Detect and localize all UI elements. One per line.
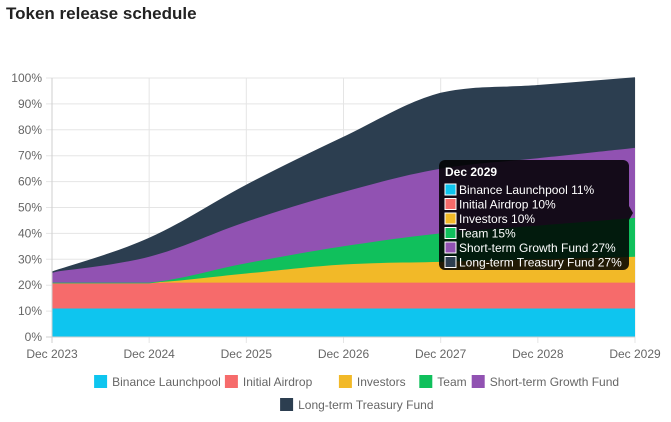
y-tick-label: 60%: [18, 175, 42, 189]
legend-item-binance-launchpool[interactable]: Binance Launchpool: [94, 375, 221, 389]
x-tick-label: Dec 2025: [221, 347, 273, 361]
tooltip-item: Binance Launchpool 11%: [459, 183, 595, 197]
tooltip-item: Team 15%: [459, 227, 516, 241]
legend-swatch: [419, 375, 433, 388]
tooltip-swatch: [444, 183, 457, 196]
tooltip-swatch: [444, 198, 457, 210]
legend-swatch: [94, 375, 108, 388]
tooltip-background: [439, 160, 629, 270]
chart-title: Token release schedule: [6, 4, 197, 23]
legend-label: Short-term Growth Fund: [490, 375, 619, 389]
legend-label: Long-term Treasury Fund: [298, 398, 433, 412]
legend-item-short-term-growth-fund[interactable]: Short-term Growth Fund: [471, 375, 619, 389]
tooltip-swatch: [444, 256, 457, 268]
legend: Binance Launchpool Initial Airdrop Investo…: [94, 375, 619, 412]
x-tick-label: Dec 2024: [123, 347, 175, 361]
tooltip-swatch: [444, 241, 457, 254]
tooltip-title: Dec 2029: [445, 165, 497, 179]
legend-label: Team: [437, 375, 466, 389]
x-tick-label: Dec 2027: [415, 347, 467, 361]
y-tick-label: 30%: [18, 252, 42, 266]
x-tick-label: Dec 2028: [512, 347, 564, 361]
tooltip-item: Investors 10%: [459, 212, 535, 226]
y-tick-label: 10%: [18, 304, 42, 318]
tooltip-item: Initial Airdrop 10%: [459, 198, 556, 212]
legend-item-investors[interactable]: Investors: [338, 375, 406, 389]
legend-label: Investors: [357, 375, 406, 389]
y-tick-label: 90%: [18, 97, 42, 111]
y-tick-label: 70%: [18, 149, 42, 163]
legend-swatch: [224, 375, 238, 388]
y-tick-label: 40%: [18, 226, 42, 240]
legend-label: Initial Airdrop: [243, 375, 313, 389]
legend-item-team[interactable]: Team: [419, 375, 467, 389]
tooltip-swatch: [444, 212, 457, 225]
tooltip-item: Long-term Treasury Fund 27%: [459, 256, 622, 270]
line-long-term-treasury-fund: [51, 77, 636, 273]
y-tick-label: 80%: [18, 123, 42, 137]
y-tick-label: 20%: [18, 278, 42, 292]
y-tick-label: 0%: [25, 330, 43, 344]
area-initial-airdrop: [52, 282, 635, 309]
area-long-term-treasury-fund: [52, 78, 635, 273]
legend-item-long-term-treasury-fund[interactable]: Long-term Treasury Fund: [280, 398, 434, 412]
tooltip: Dec 2029 Binance Launchpool 11%Initial Ai…: [439, 160, 633, 270]
axes: 0% 10% 20% 30% 40% 50% 60% 70% 80% 90% 100% Dec 202…: [11, 71, 661, 361]
tooltip-swatch: [444, 227, 457, 239]
x-tick-label: Dec 2023: [26, 347, 78, 361]
tooltip-box: Dec 2029 Binance Launchpool 11%Initial Ai…: [439, 160, 633, 270]
area-binance-launchpool: [52, 308, 635, 337]
legend-swatch: [471, 375, 485, 388]
legend-label: Binance Launchpool: [112, 375, 221, 389]
legend-swatch: [338, 375, 352, 388]
legend-item-initial-airdrop[interactable]: Initial Airdrop: [224, 375, 313, 389]
tooltip-item: Short-term Growth Fund 27%: [459, 241, 616, 255]
y-tick-label: 100%: [11, 71, 42, 85]
legend-swatch: [280, 398, 294, 411]
x-tick-label: Dec 2029: [609, 347, 661, 361]
y-tick-label: 50%: [18, 201, 42, 215]
x-tick-label: Dec 2026: [318, 347, 370, 361]
tooltip-caret: [629, 206, 633, 220]
